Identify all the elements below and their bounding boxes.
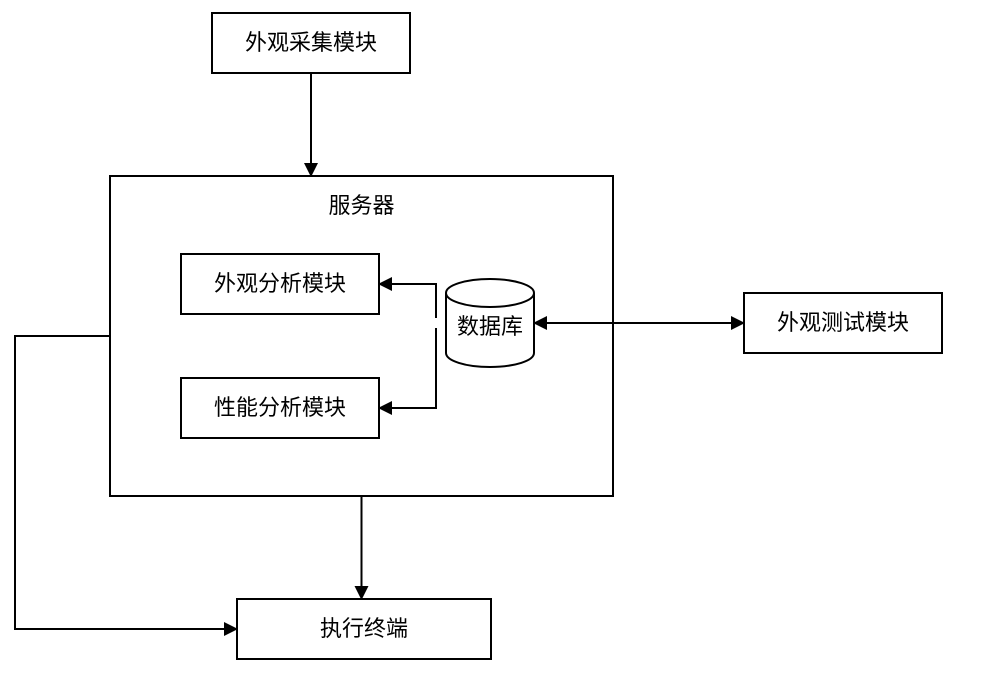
node-server-label: 服务器 bbox=[328, 193, 394, 218]
node-server bbox=[110, 176, 613, 496]
node-collect-label: 外观采集模块 bbox=[245, 30, 377, 55]
node-terminal-label: 执行终端 bbox=[320, 616, 408, 641]
node-db-label: 数据库 bbox=[457, 314, 523, 339]
node-perf-label: 性能分析模块 bbox=[214, 395, 346, 420]
node-test-label: 外观测试模块 bbox=[777, 310, 909, 335]
diagram-canvas: 外观采集模块服务器外观分析模块性能分析模块 数据库 外观测试模块执行终端 bbox=[0, 0, 1000, 685]
node-analyze-label: 外观分析模块 bbox=[214, 271, 346, 296]
